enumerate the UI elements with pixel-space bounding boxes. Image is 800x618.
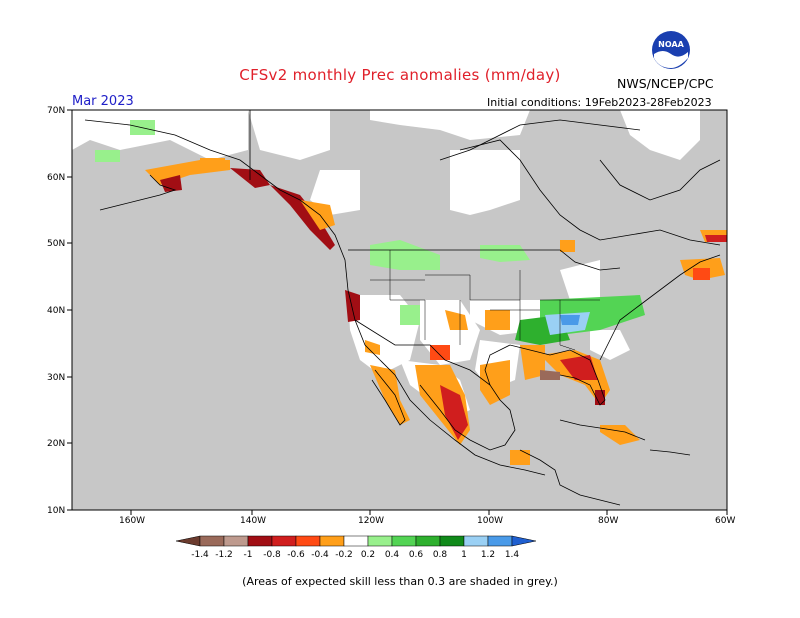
initial-conditions: Initial conditions: 19Feb2023-28Feb2023 xyxy=(487,96,712,109)
legend-label: 0.6 xyxy=(409,550,424,560)
legend-arrow-low xyxy=(176,535,201,547)
legend-swatch xyxy=(463,535,489,547)
legend-swatch xyxy=(343,535,369,547)
legend-label: 1.2 xyxy=(481,550,495,560)
legend-swatch xyxy=(199,535,225,547)
state-borders xyxy=(370,250,600,351)
legend-label: -1 xyxy=(244,550,253,560)
skill-footnote: (Areas of expected skill less than 0.3 a… xyxy=(242,575,558,588)
lon-label-100w: 100W xyxy=(477,516,503,526)
noaa-logo: NOAA xyxy=(652,31,690,69)
lon-label-60w: 60W xyxy=(715,516,735,526)
noaa-logo-text: NOAA xyxy=(658,40,684,49)
legend-label: 0.2 xyxy=(361,550,375,560)
lat-label-30n: 30N xyxy=(47,373,65,383)
legend-label: 0.4 xyxy=(385,550,400,560)
legend-swatch xyxy=(367,535,393,547)
lat-label-10n: 10N xyxy=(47,506,65,516)
lon-label-140w: 140W xyxy=(240,516,266,526)
legend-label: -1.2 xyxy=(215,550,233,560)
legend-label: 0.8 xyxy=(433,550,448,560)
legend-arrow-high xyxy=(511,535,537,547)
axis-ticks xyxy=(67,109,728,515)
legend-label: 1.4 xyxy=(505,550,520,560)
legend-swatch xyxy=(391,535,417,547)
legend-swatch xyxy=(439,535,465,547)
lon-label-160w: 160W xyxy=(119,516,145,526)
agency-label: NWS/NCEP/CPC xyxy=(617,76,714,91)
legend-swatch xyxy=(271,535,297,547)
legend-swatch xyxy=(319,535,345,547)
coastlines xyxy=(84,110,721,506)
legend-label: -0.4 xyxy=(311,550,329,560)
wet-anomaly-areas xyxy=(95,120,645,345)
legend-label: -0.8 xyxy=(263,550,281,560)
legend-swatch xyxy=(415,535,441,547)
legend-swatch xyxy=(487,535,513,547)
lat-label-20n: 20N xyxy=(47,439,65,449)
color-legend: -1.4 -1.2 -1 -0.8 -0.6 -0.4 -0.2 0.2 0.4 0.6 0.8 1 1… xyxy=(176,535,537,560)
legend-swatch xyxy=(247,535,273,547)
valid-month: Mar 2023 xyxy=(72,94,134,109)
legend-swatch xyxy=(223,535,249,547)
legend-label: -0.6 xyxy=(287,550,305,560)
legend-swatch xyxy=(295,535,321,547)
legend-label: 1 xyxy=(461,550,467,560)
lat-label-60n: 60N xyxy=(47,173,65,183)
legend-label: -1.4 xyxy=(191,550,209,560)
lat-label-40n: 40N xyxy=(47,306,65,316)
lon-label-80w: 80W xyxy=(598,516,618,526)
lat-label-70n: 70N xyxy=(47,106,65,116)
map-title: CFSv2 monthly Prec anomalies (mm/day) xyxy=(239,66,561,84)
legend-label: -0.2 xyxy=(335,550,353,560)
dry-anomaly-areas xyxy=(145,158,727,465)
lon-label-120w: 120W xyxy=(358,516,384,526)
lat-label-50n: 50N xyxy=(47,239,65,249)
